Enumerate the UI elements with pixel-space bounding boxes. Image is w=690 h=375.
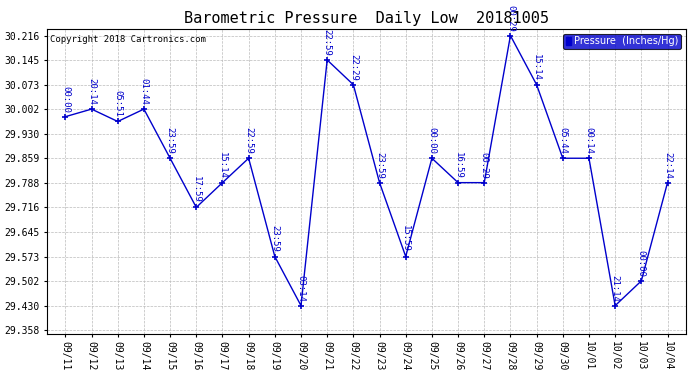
Text: 00:00: 00:00 [637,250,646,277]
Text: 15:14: 15:14 [532,54,541,81]
Text: 22:14: 22:14 [663,152,672,178]
Title: Barometric Pressure  Daily Low  20181005: Barometric Pressure Daily Low 20181005 [184,11,549,26]
Text: 00:00: 00:00 [427,127,436,154]
Text: 05:51: 05:51 [113,90,122,117]
Text: 15:14: 15:14 [218,152,227,178]
Text: 17:59: 17:59 [192,176,201,203]
Text: 00:29: 00:29 [480,152,489,178]
Text: 05:44: 05:44 [558,127,567,154]
Legend: Pressure  (Inches/Hg): Pressure (Inches/Hg) [563,34,681,50]
Text: 22:59: 22:59 [323,29,332,56]
Text: 03:14: 03:14 [297,274,306,302]
Text: 16:59: 16:59 [453,152,462,178]
Text: 15:59: 15:59 [401,225,411,252]
Text: 00:00: 00:00 [61,86,70,112]
Text: 20:14: 20:14 [87,78,96,105]
Text: Copyright 2018 Cartronics.com: Copyright 2018 Cartronics.com [50,35,206,44]
Text: 23:59: 23:59 [166,127,175,154]
Text: 22:29: 22:29 [349,54,358,81]
Text: 00:14: 00:14 [584,127,593,154]
Text: 21:14: 21:14 [611,274,620,302]
Text: 22:59: 22:59 [244,127,253,154]
Text: 23:59: 23:59 [270,225,279,252]
Text: 01:44: 01:44 [139,78,148,105]
Text: 00:29: 00:29 [506,4,515,32]
Text: 23:59: 23:59 [375,152,384,178]
